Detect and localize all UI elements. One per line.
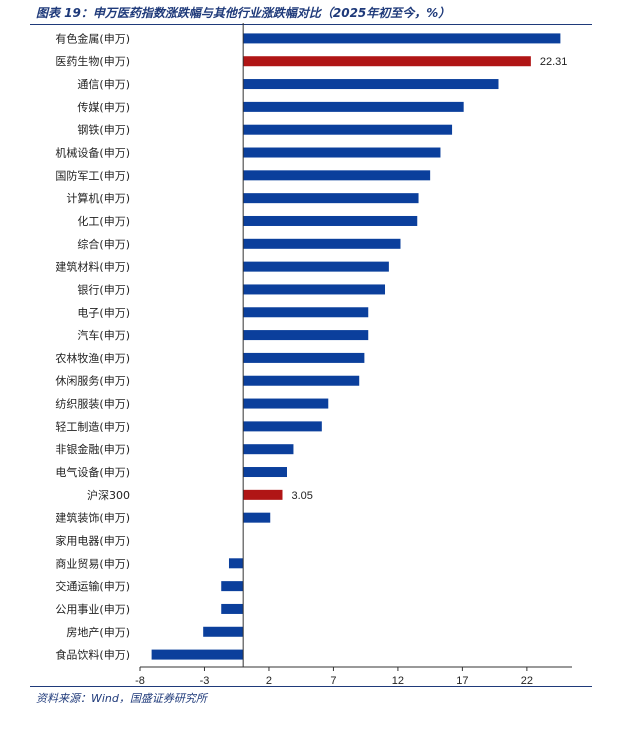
- bar: [243, 352, 365, 363]
- bar: [243, 421, 322, 432]
- category-label: 房地产(申万): [66, 625, 130, 639]
- category-label: 家用电器(申万): [55, 533, 130, 547]
- bar: [243, 284, 386, 295]
- bar: [243, 261, 389, 272]
- category-label: 机械设备(申万): [55, 146, 130, 160]
- category-label: 电子(申万): [77, 306, 130, 319]
- x-tick-label: 7: [330, 675, 336, 687]
- bar: [243, 444, 294, 455]
- title-rule: [30, 24, 592, 25]
- x-tick-label: -3: [200, 675, 210, 687]
- bar: [221, 581, 244, 592]
- category-label: 通信(申万): [77, 78, 130, 91]
- bar: [243, 56, 531, 67]
- category-label: 建筑材料(申万): [55, 260, 130, 274]
- bar: [243, 238, 401, 249]
- bar: [151, 649, 244, 660]
- category-label: 轻工制造(申万): [55, 419, 130, 433]
- bar: [243, 147, 441, 158]
- category-label: 食品饮料(申万): [55, 648, 130, 662]
- category-label: 有色金属(申万): [55, 31, 130, 45]
- category-label: 公用事业(申万): [55, 603, 130, 616]
- category-label: 汽车(申万): [77, 328, 130, 342]
- data-label: 22.31: [540, 56, 568, 68]
- x-tick-label: 17: [456, 675, 468, 687]
- category-label: 建筑装饰(申万): [55, 511, 130, 525]
- category-label: 纺织服装(申万): [55, 397, 130, 411]
- category-label: 沪深300: [87, 488, 130, 502]
- bar: [228, 558, 244, 569]
- data-label: 3.05: [292, 490, 313, 502]
- bar: [203, 626, 244, 637]
- category-label: 商业贸易(申万): [55, 556, 130, 570]
- x-tick-label: 2: [266, 675, 272, 687]
- category-label: 传媒(申万): [77, 101, 130, 114]
- category-label: 休闲服务(申万): [55, 374, 130, 388]
- bar: [221, 603, 244, 614]
- category-label: 化工(申万): [77, 214, 130, 228]
- category-label: 国防军工(申万): [55, 168, 130, 182]
- bar: [243, 489, 283, 500]
- category-label: 综合(申万): [77, 237, 130, 251]
- bar: [243, 33, 561, 44]
- category-label: 医药生物(申万): [55, 54, 130, 68]
- bar: [243, 512, 271, 523]
- category-label: 电气设备(申万): [55, 465, 130, 479]
- bar: [243, 398, 329, 409]
- bar: [243, 170, 431, 181]
- source-note: 资料来源：Wind，国盛证券研究所: [36, 692, 207, 705]
- bar: [243, 467, 287, 478]
- x-tick-label: 22: [521, 675, 533, 687]
- bar: [243, 101, 464, 112]
- bar: [243, 193, 419, 204]
- category-label: 银行(申万): [77, 282, 130, 296]
- category-label: 农林牧渔(申万): [55, 351, 130, 365]
- chart-title: 图表 19：申万医药指数涨跌幅与其他行业涨跌幅对比（2025年初至今，%）: [36, 6, 451, 20]
- bar: [243, 375, 360, 386]
- category-label: 钢铁(申万): [77, 124, 130, 137]
- x-tick-label: -8: [135, 675, 145, 687]
- x-tick-label: 12: [392, 675, 404, 687]
- source-rule: [30, 686, 592, 687]
- category-label: 非银金融(申万): [55, 442, 130, 456]
- bar: [243, 79, 499, 90]
- category-label: 交通运输(申万): [55, 579, 130, 593]
- bar: [243, 215, 418, 226]
- bar: [243, 330, 369, 341]
- bar: [243, 124, 453, 135]
- bar: [243, 307, 369, 318]
- category-label: 计算机(申万): [66, 191, 130, 205]
